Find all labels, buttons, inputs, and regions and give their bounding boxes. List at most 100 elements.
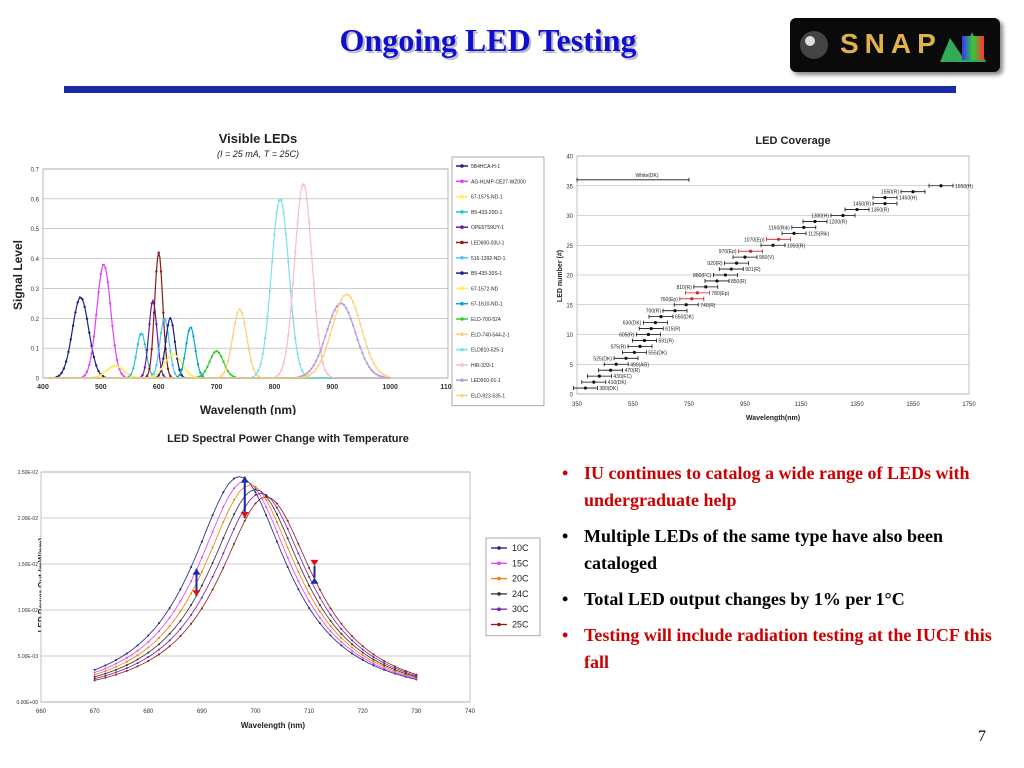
chart1-series-marker [340,302,343,305]
chart1-series-marker [120,367,123,371]
chart3-series-marker [329,613,332,616]
chart2-ytick-label: 0 [570,393,574,399]
chart1-series-marker [122,375,126,378]
chart1-series-marker [335,310,339,313]
chart1-series-marker [287,260,290,264]
chart1-legend-marker [460,179,464,184]
chart3-series-marker [275,513,278,516]
chart1-series-marker [310,251,313,254]
chart1-series-marker [78,296,82,299]
chart1-legend-label: B5-435-30S-1 [471,271,502,277]
chart3-series-marker [404,671,407,674]
chart3-series-marker [372,664,375,667]
chart1-series-marker [368,352,371,355]
chart1-series-marker [155,323,158,326]
chart1-legend-marker [460,271,464,275]
chart3-series-marker [372,658,375,661]
chart1-series-marker [64,360,68,363]
chart1-series-marker [62,367,66,370]
chart3-series-marker [372,660,375,663]
chart3-series-marker [104,670,107,673]
chart1-series-marker [169,349,172,352]
chart3-series-marker [136,654,139,657]
chart2-point [592,380,596,384]
chart1-series-marker [321,342,325,345]
chart2-point-label: 575(R) [611,344,627,350]
chart2-point-label: 525(DK) [593,356,612,362]
chart1-series-marker [178,373,181,377]
chart1-series-marker [331,314,334,317]
chart1-legend-marker [460,286,464,291]
chart1-series-marker [141,333,144,336]
chart3-series-marker [286,556,289,559]
chart3-series-marker [340,640,343,643]
chart3-series-marker [190,622,193,625]
chart3-legend-marker [497,561,501,566]
chart1-series-marker [312,364,315,367]
chart2-xtick-label: 550 [628,402,639,408]
chart1-series-marker [294,251,297,254]
chart1-series-marker [148,367,151,370]
chart1-series-marker [342,294,346,298]
chart3-legend-marker [497,576,501,581]
chart3-legend-marker [497,592,501,596]
chart1-series-marker [88,331,91,334]
chart1-series-marker [187,372,190,375]
chart1-series-marker [303,375,306,379]
chart1-series-marker [363,338,366,341]
chart1-series-marker [317,364,320,367]
chart1-series-marker [141,373,144,377]
chart2-point-label: 630(DK) [623,321,642,327]
chart3-arrow-left-head-up [192,568,201,575]
chart1-series-marker [358,322,362,325]
chart2-point [749,249,753,253]
chart3-series-marker [93,668,96,671]
bullet-item-3: • Total LED output changes by 1% per 1°C [562,589,905,609]
chart1-series-marker [254,373,258,376]
chart3-ytick-label: 2.00E-02 [18,516,39,522]
chart1-series-marker [226,359,230,363]
chart3-series-marker [168,616,171,619]
chart1-series-marker [284,233,288,236]
chart3-series-marker [383,662,386,665]
chart3-legend-marker [497,622,501,627]
chart2-point [723,273,727,277]
chart2-xtick-label: 1350 [850,402,864,408]
chart3-series-marker [93,673,96,676]
chart3-series-marker [351,643,354,646]
chart1-series-marker [169,374,172,378]
chart1-ytick-label: 0.6 [31,197,40,203]
chart1-series-marker [356,338,359,342]
chart2-point-label: 490(AG) [630,362,649,368]
chart2-point [777,237,781,241]
chart3-series-marker [361,648,364,651]
chart3-series-marker [168,645,171,648]
chart1-series-marker [314,359,318,363]
chart1-subtitle: (I = 25 mA, T = 25C) [217,149,299,159]
chart1-series-marker [145,374,149,378]
chart3-series-marker [136,665,139,668]
chart1-series-marker [155,363,158,367]
chart1-series-marker [139,333,142,336]
chart3-series-marker [157,622,160,625]
chart3-series-marker [233,527,236,530]
chart1-series-marker [106,281,110,284]
chart1-series-marker [375,372,378,376]
chart3-legend-label: 30C [512,604,529,614]
chart1-series-marker [159,331,163,335]
chart1-legend-label: LED600-03U-1 [471,241,505,247]
chart3-series-marker [329,625,332,628]
chart1-series-marker [222,372,225,375]
chart1-series-marker [356,314,359,317]
chart1-series-marker [143,342,147,346]
chart1-legend-label: ELD-923-535-1 [471,394,505,400]
chart3-series-marker [275,540,278,543]
chart1-series-marker [291,315,295,319]
chart1-ytick-label: 0.7 [31,168,40,174]
chart2-point-label: 740(R) [700,303,716,309]
chart2-ytick-label: 40 [566,155,573,161]
chart3-xtick-label: 690 [197,709,208,715]
chart3-series-marker [115,671,118,674]
chart2-point-label: 760(Ep) [660,297,678,303]
chart1-series-marker [134,356,137,359]
